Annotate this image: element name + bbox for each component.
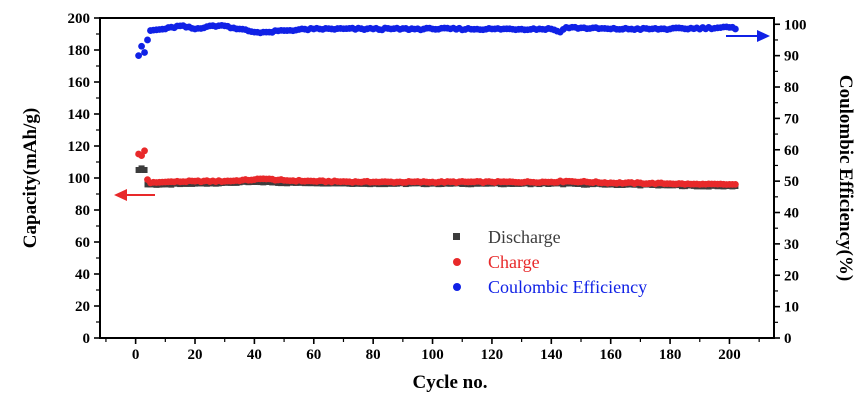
x-tick-label: 140 (540, 347, 563, 363)
left-y-tick-label: 120 (68, 139, 91, 155)
right-y-tick-label: 80 (784, 80, 799, 96)
left-y-axis-title: Capacity(mAh/g) (20, 108, 41, 248)
left-y-tick-label: 80 (75, 203, 90, 219)
right-y-tick-label: 60 (784, 143, 799, 159)
data-point (144, 36, 151, 44)
legend-marker-charge (453, 258, 461, 266)
data-point (141, 49, 148, 56)
data-series (135, 21, 739, 190)
right-y-tick-label: 0 (784, 331, 792, 347)
x-tick-label: 160 (599, 347, 622, 363)
x-tick-label: 120 (481, 347, 504, 363)
data-point (141, 167, 148, 173)
plot-frame (99, 17, 775, 339)
data-point (141, 147, 148, 155)
data-point (135, 52, 142, 60)
right-y-axis-title: Coulombic Efficiency(%) (835, 75, 856, 281)
right-y-tick-label: 20 (784, 268, 799, 284)
x-tick-label: 200 (718, 347, 741, 363)
left-y-tick-label: 100 (68, 171, 91, 187)
x-axis-title: Cycle no. (413, 372, 488, 393)
left-y-tick-label: 20 (75, 299, 90, 315)
data-point (138, 42, 145, 50)
legend-marker-coulombic-efficiency (453, 283, 461, 291)
right-axis-arrow (726, 30, 770, 42)
left-y-tick-label: 140 (68, 107, 91, 123)
left-y-tick-label: 0 (83, 331, 91, 347)
left-y-tick-label: 60 (75, 235, 90, 251)
x-tick-label: 80 (366, 347, 381, 363)
x-tick-label: 20 (188, 347, 203, 363)
legend-label-discharge: Discharge (488, 227, 561, 247)
legend: Discharge Charge Coulombic Efficiency (453, 227, 647, 297)
right-y-tick-label: 50 (784, 174, 799, 190)
right-y-tick-label: 100 (784, 17, 807, 33)
legend-label-coulombic-efficiency: Coulombic Efficiency (488, 277, 647, 297)
right-y-tick-label: 40 (784, 206, 799, 222)
data-point (732, 25, 739, 33)
x-tick-label: 0 (132, 347, 140, 363)
left-y-tick-label: 180 (68, 43, 91, 59)
x-tick-label: 100 (421, 347, 444, 363)
x-tick-label: 40 (247, 347, 262, 363)
left-y-tick-label: 40 (75, 267, 90, 283)
left-axis-arrow (114, 189, 155, 201)
x-tick-label: 60 (306, 347, 321, 363)
series-charge (135, 147, 739, 188)
series-coulombic-efficiency (135, 21, 739, 60)
right-y-tick-label: 90 (784, 49, 799, 65)
legend-label-charge: Charge (488, 252, 540, 272)
right-y-tick-label: 70 (784, 111, 799, 127)
legend-marker-discharge (453, 233, 460, 240)
x-tick-label: 180 (659, 347, 682, 363)
left-y-axis-ticks: 0 20 40 60 80 100 120 140 160 180 200 (68, 11, 100, 347)
left-y-tick-label: 160 (68, 75, 91, 91)
right-y-axis-ticks: 0 10 20 30 40 50 60 70 80 90 100 (774, 17, 807, 347)
x-axis-ticks: 0 20 40 60 80 100 120 140 160 180 200 (105, 338, 760, 363)
right-y-tick-label: 30 (784, 237, 799, 253)
data-point (732, 181, 739, 188)
left-y-tick-label: 200 (68, 11, 91, 27)
right-y-tick-label: 10 (784, 300, 799, 316)
